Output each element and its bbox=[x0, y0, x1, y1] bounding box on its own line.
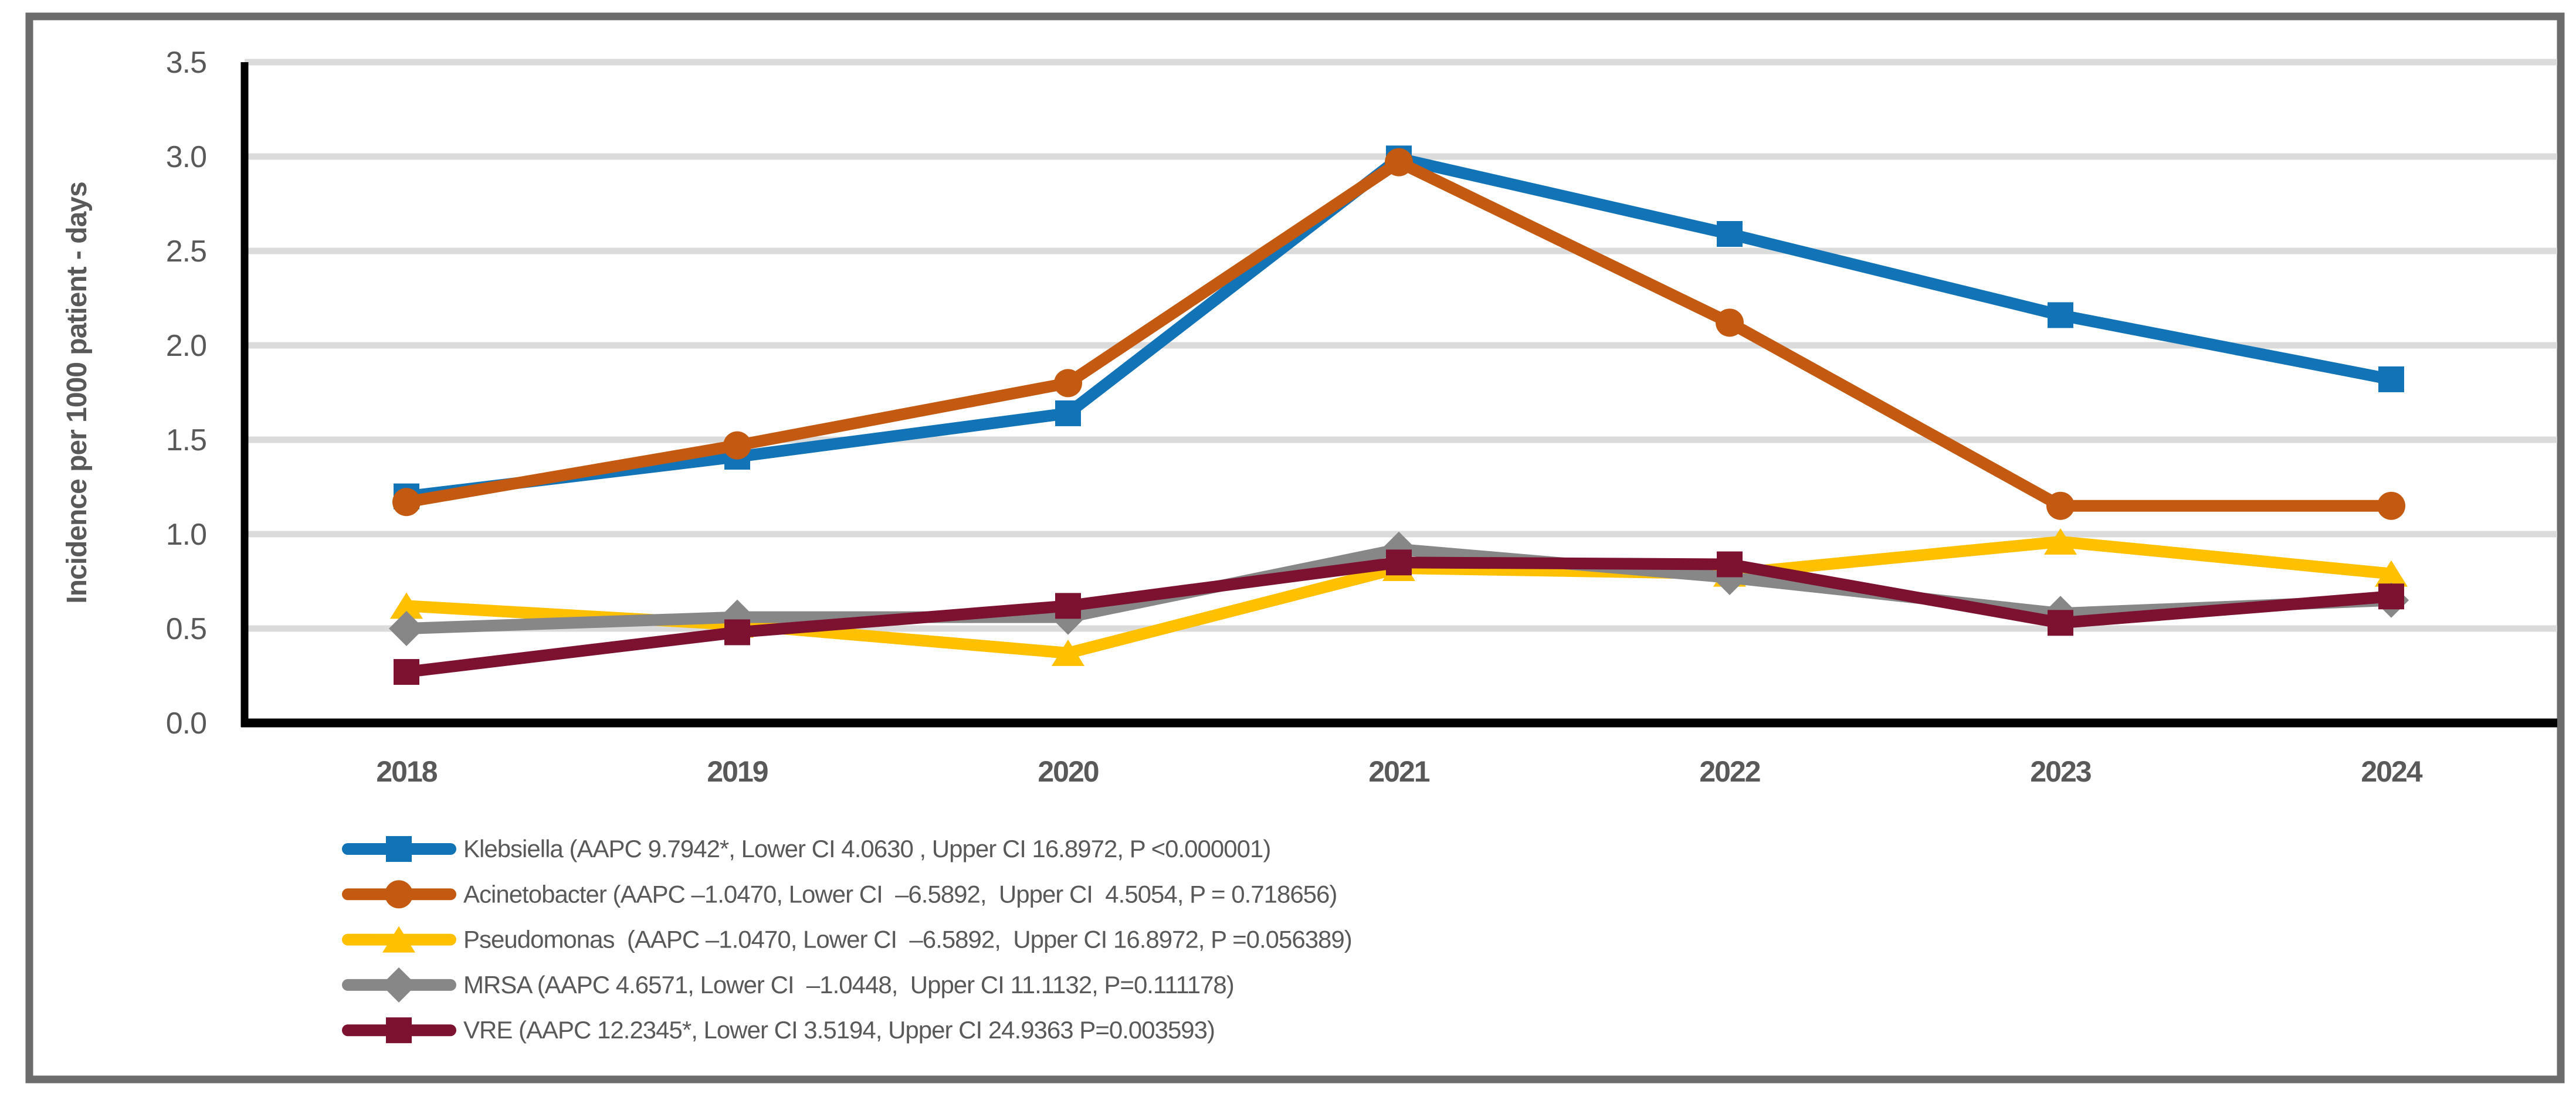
x-tick-label-2019: 2019 bbox=[707, 755, 767, 788]
x-axis-tick-labels: 2018 2019 2020 2021 2022 2023 2024 bbox=[376, 755, 2424, 788]
marker-klebsiella-2022 bbox=[1717, 221, 1743, 247]
marker-klebsiella-2023 bbox=[2048, 302, 2073, 328]
legend-row-vre: VRE (AAPC 12.2345*, Lower CI 3.5194, Upp… bbox=[342, 1016, 1215, 1044]
x-tick-label-2024: 2024 bbox=[2361, 755, 2422, 788]
legend-label-klebsiella: Klebsiella (AAPC 9.7942*, Lower CI 4.063… bbox=[463, 835, 1270, 862]
legend-key-marker-vre bbox=[386, 1017, 412, 1044]
series-group bbox=[389, 145, 2409, 685]
legend-label-pseudomonas: Pseudomonas (AAPC –1.0470, Lower CI –6.5… bbox=[463, 926, 1352, 953]
y-axis-tick-labels: 0.0 0.5 1.0 1.5 2.0 2.5 3.0 3.5 bbox=[166, 46, 207, 741]
gridlines bbox=[245, 59, 2557, 632]
y-tick-label-1.0: 1.0 bbox=[166, 518, 206, 552]
y-tick-label-2.5: 2.5 bbox=[166, 235, 206, 269]
legend: Klebsiella (AAPC 9.7942*, Lower CI 4.063… bbox=[342, 835, 1353, 1044]
x-tick-label-2018: 2018 bbox=[376, 755, 437, 788]
marker-vre-2019 bbox=[724, 619, 750, 646]
marker-acinetobacter-2022 bbox=[1716, 308, 1744, 337]
marker-acinetobacter-2020 bbox=[1054, 369, 1082, 398]
series-line-acinetobacter bbox=[401, 155, 2397, 512]
legend-label-acinetobacter: Acinetobacter (AAPC –1.0470, Lower CI –6… bbox=[463, 880, 1337, 908]
marker-acinetobacter-2024 bbox=[2377, 491, 2405, 520]
legend-row-acinetobacter: Acinetobacter (AAPC –1.0470, Lower CI –6… bbox=[342, 880, 1337, 909]
x-tick-label-2020: 2020 bbox=[1038, 755, 1098, 788]
legend-row-mrsa: MRSA (AAPC 4.6571, Lower CI –1.0448, Upp… bbox=[342, 967, 1235, 1003]
marker-pseudomonas-2020 bbox=[1052, 639, 1084, 666]
legend-key-marker-mrsa bbox=[381, 967, 416, 1003]
x-tick-label-2023: 2023 bbox=[2030, 755, 2090, 788]
y-tick-label-1.5: 1.5 bbox=[166, 423, 206, 457]
legend-label-vre: VRE (AAPC 12.2345*, Lower CI 3.5194, Upp… bbox=[463, 1016, 1215, 1044]
marker-mrsa-2018 bbox=[389, 611, 424, 646]
legend-key-marker-pseudomonas bbox=[382, 926, 415, 953]
marker-pseudomonas-2023 bbox=[2044, 528, 2077, 555]
marker-acinetobacter-2023 bbox=[2046, 491, 2075, 520]
y-tick-label-0.5: 0.5 bbox=[166, 612, 206, 646]
marker-acinetobacter-2019 bbox=[723, 431, 751, 460]
legend-row-pseudomonas: Pseudomonas (AAPC –1.0470, Lower CI –6.5… bbox=[342, 926, 1353, 953]
axes bbox=[240, 62, 2557, 728]
series-vre bbox=[394, 549, 2404, 685]
marker-vre-2023 bbox=[2048, 610, 2073, 636]
marker-pseudomonas-2024 bbox=[2375, 560, 2408, 587]
series-acinetobacter bbox=[392, 148, 2405, 520]
figure-border bbox=[25, 12, 2565, 1084]
x-tick-label-2021: 2021 bbox=[1368, 755, 1429, 788]
marker-acinetobacter-2018 bbox=[392, 488, 421, 517]
y-tick-label-2.0: 2.0 bbox=[166, 329, 206, 363]
marker-vre-2022 bbox=[1717, 551, 1743, 578]
x-tick-label-2022: 2022 bbox=[1699, 755, 1760, 788]
marker-vre-2024 bbox=[2378, 583, 2404, 610]
y-axis-title: Incidence per 1000 patient - days bbox=[62, 182, 93, 603]
marker-vre-2020 bbox=[1055, 593, 1081, 619]
marker-vre-2021 bbox=[1386, 549, 1412, 576]
marker-vre-2018 bbox=[394, 659, 419, 685]
legend-key-marker-acinetobacter bbox=[385, 880, 413, 909]
marker-klebsiella-2020 bbox=[1055, 400, 1081, 426]
marker-pseudomonas-2018 bbox=[390, 592, 423, 619]
legend-label-mrsa: MRSA (AAPC 4.6571, Lower CI –1.0448, Upp… bbox=[463, 971, 1234, 998]
y-tick-label-0.0: 0.0 bbox=[166, 707, 206, 741]
marker-klebsiella-2024 bbox=[2378, 366, 2404, 392]
legend-key-marker-klebsiella bbox=[386, 836, 412, 862]
legend-row-klebsiella: Klebsiella (AAPC 9.7942*, Lower CI 4.063… bbox=[342, 835, 1271, 862]
y-tick-label-3.5: 3.5 bbox=[166, 46, 206, 80]
marker-acinetobacter-2021 bbox=[1385, 148, 1413, 176]
y-tick-label-3.0: 3.0 bbox=[166, 140, 206, 174]
